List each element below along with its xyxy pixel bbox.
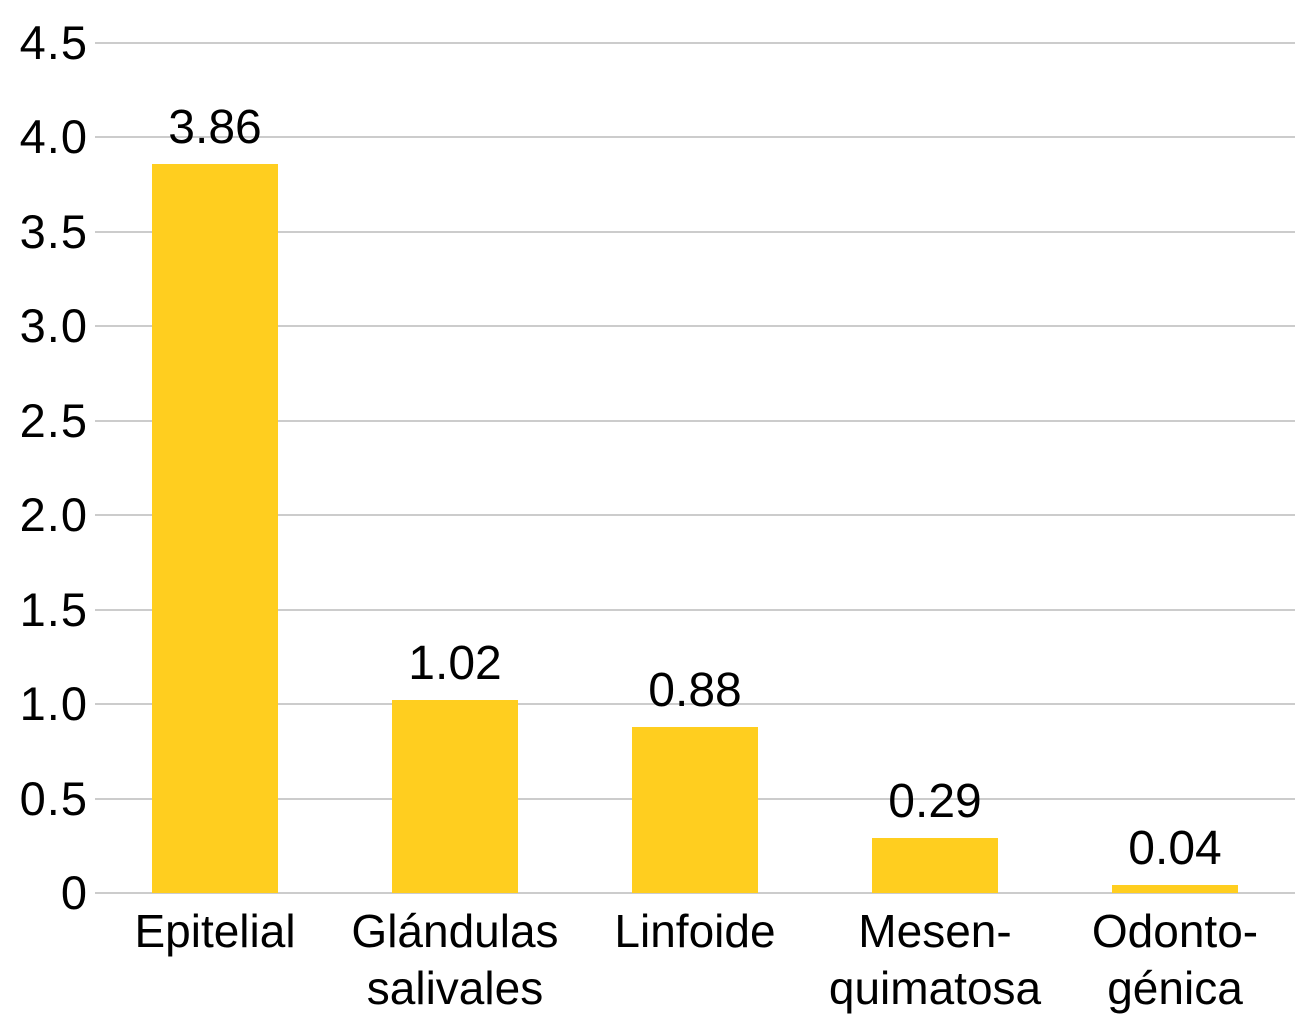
y-tick-label: 2.5 [19, 393, 88, 447]
gridline [95, 608, 1295, 611]
bar [392, 700, 518, 893]
x-category-label: Epitelial [89, 903, 341, 960]
y-tick-label: 3.5 [19, 204, 88, 258]
y-tick-label: 4.5 [19, 16, 88, 69]
bar-value-label: 3.86 [168, 100, 262, 154]
gridline [95, 514, 1295, 517]
x-category-label: Odonto-génica [1049, 903, 1295, 1017]
bar [152, 163, 278, 893]
x-category-label-line: quimatosa [828, 962, 1042, 1014]
y-tick-label: 0.5 [19, 771, 88, 825]
bar-value-label: 0.88 [648, 663, 742, 717]
x-category-label-line: Glándulas [351, 905, 559, 957]
bar-value-label: 0.29 [888, 775, 982, 829]
bar [872, 838, 998, 893]
x-category-label-line: Odonto- [1091, 905, 1259, 957]
y-tick-label: 0 [60, 866, 88, 919]
gridline [95, 325, 1295, 328]
gridline [95, 419, 1295, 422]
gridline [95, 892, 1295, 894]
bar [632, 726, 758, 893]
x-category-label-line: salivales [366, 962, 544, 1014]
y-tick-label: 4.0 [19, 110, 88, 164]
bar [1112, 885, 1238, 893]
bar-value-label: 1.02 [408, 637, 502, 691]
gridline [95, 230, 1295, 233]
y-tick-label: 1.5 [19, 582, 88, 636]
y-tick-label: 2.0 [19, 488, 88, 542]
gridline [95, 703, 1295, 706]
gridline [95, 136, 1295, 139]
gridline [95, 42, 1295, 44]
y-tick-label: 1.0 [19, 677, 88, 731]
x-category-label: Mesen-quimatosa [809, 903, 1061, 1017]
x-category-label-line: Mesen- [858, 905, 1012, 957]
x-category-label: Glándulas salivales [329, 903, 581, 1017]
x-category-label-line: Linfoide [614, 905, 776, 957]
x-category-label-line: génica [1107, 962, 1243, 1014]
y-tick-label: 3.0 [19, 299, 88, 353]
bar-value-label: 0.04 [1128, 822, 1222, 876]
x-category-label: Linfoide [569, 903, 821, 960]
x-category-label-line: Epitelial [134, 905, 296, 957]
